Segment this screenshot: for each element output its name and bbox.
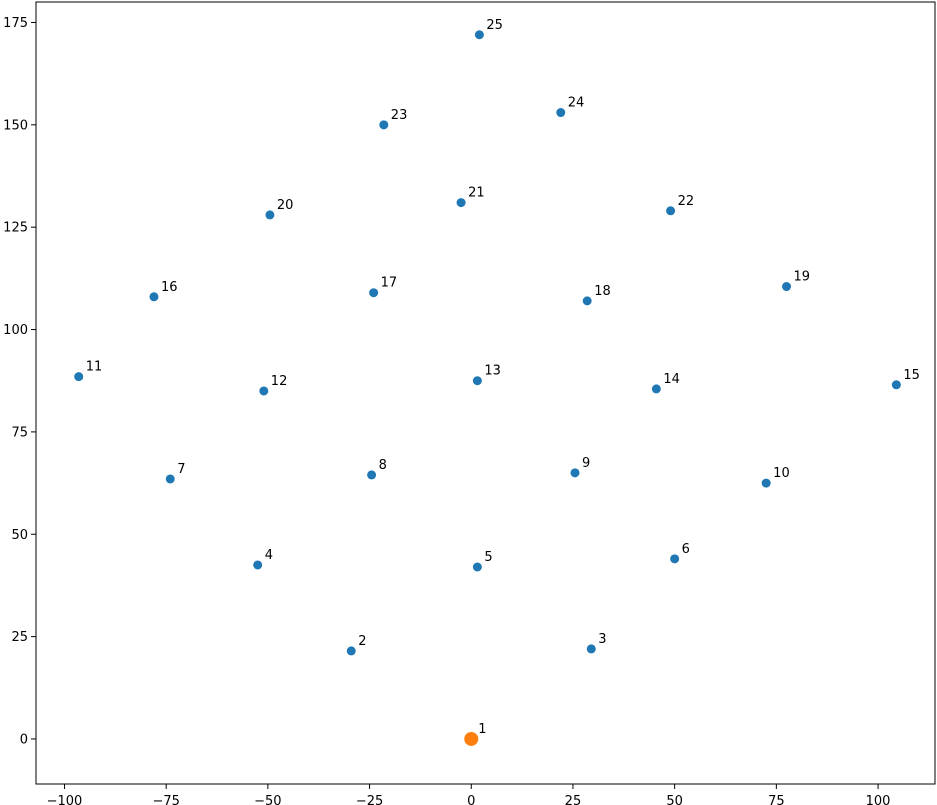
x-tick-label: −50 [254, 794, 281, 805]
data-point [556, 108, 566, 118]
data-point [253, 560, 263, 570]
data-point-label: 16 [161, 280, 178, 295]
data-point-label: 23 [391, 108, 408, 123]
axes: −100 −75 −50 −25 0 25 50 75 10002550751001251501… [3, 16, 890, 805]
data-point-label: 24 [568, 96, 585, 111]
y-tick-label: 50 [11, 528, 28, 543]
data-point-label: 3 [598, 632, 606, 647]
x-tick-label: 100 [866, 794, 891, 805]
y-tick-label: 0 [20, 732, 28, 747]
data-point-label: 6 [682, 542, 690, 557]
x-tick-label: 25 [565, 794, 582, 805]
data-point [165, 474, 175, 484]
data-point-label: 19 [794, 270, 811, 285]
data-point [259, 386, 269, 396]
x-tick-label: 0 [467, 794, 475, 805]
data-point [586, 644, 596, 654]
x-tick-label: −100 [47, 794, 83, 805]
x-tick-label: 75 [768, 794, 785, 805]
data-point-label: 25 [486, 18, 503, 33]
data-point-label: 13 [484, 364, 501, 379]
data-point-label: 8 [379, 458, 387, 473]
data-point [369, 288, 379, 298]
data-point [456, 198, 466, 208]
data-point-label: 9 [582, 456, 590, 471]
x-tick-label: −25 [356, 794, 383, 805]
data-point-label: 10 [773, 466, 790, 481]
y-tick-label: 125 [3, 221, 28, 236]
data-point-label: 5 [484, 550, 492, 565]
data-point [379, 120, 389, 130]
data-point [670, 554, 680, 564]
data-point [582, 296, 592, 306]
data-points [74, 30, 901, 746]
data-point-label: 21 [468, 186, 485, 201]
data-point [891, 380, 901, 390]
data-point [74, 372, 84, 382]
data-point-label: 22 [678, 194, 695, 209]
x-tick-label: −75 [152, 794, 179, 805]
data-point-label: 14 [663, 372, 680, 387]
y-tick-label: 25 [11, 630, 28, 645]
data-point [474, 30, 484, 40]
data-point [265, 210, 275, 220]
highlight-point [464, 731, 479, 746]
data-point [651, 384, 661, 394]
data-point [346, 646, 356, 656]
data-point-label: 18 [594, 284, 611, 299]
data-point [149, 292, 159, 302]
y-tick-label: 100 [3, 323, 28, 338]
y-tick-label: 75 [11, 425, 28, 440]
data-point [761, 478, 771, 488]
data-point [570, 468, 580, 478]
data-point [472, 376, 482, 386]
data-point-label: 15 [903, 368, 920, 383]
data-point-label: 12 [271, 374, 288, 389]
data-point [666, 206, 676, 216]
data-point-label: 2 [358, 634, 366, 649]
plot-frame [35, 1, 936, 785]
data-point-label: 11 [86, 360, 103, 375]
data-point [472, 562, 482, 572]
data-point [782, 282, 792, 292]
data-point-label: 17 [381, 276, 398, 291]
data-point [367, 470, 377, 480]
data-point-label: 4 [265, 548, 273, 563]
highlight-point-label: 1 [478, 722, 486, 737]
x-tick-label: 50 [666, 794, 683, 805]
y-tick-label: 175 [3, 16, 28, 31]
y-tick-label: 150 [3, 118, 28, 133]
data-point-label: 20 [277, 198, 294, 213]
data-point-label: 7 [177, 462, 185, 477]
